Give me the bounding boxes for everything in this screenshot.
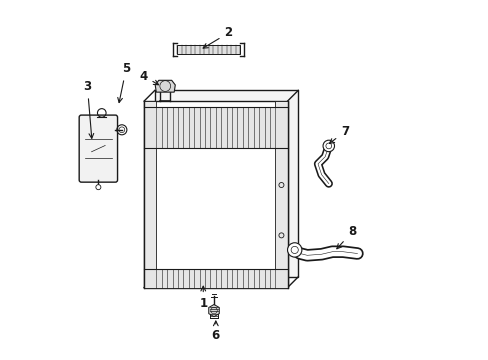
Polygon shape bbox=[155, 80, 175, 92]
FancyBboxPatch shape bbox=[79, 115, 117, 182]
Polygon shape bbox=[155, 90, 298, 277]
Text: 4: 4 bbox=[139, 69, 158, 85]
Circle shape bbox=[287, 243, 301, 257]
Circle shape bbox=[96, 185, 101, 190]
Text: 5: 5 bbox=[118, 62, 130, 103]
Polygon shape bbox=[144, 107, 287, 148]
Polygon shape bbox=[144, 101, 156, 288]
Text: 8: 8 bbox=[336, 225, 355, 249]
Circle shape bbox=[323, 140, 334, 152]
Text: 2: 2 bbox=[203, 27, 232, 48]
Polygon shape bbox=[144, 101, 287, 288]
Text: 7: 7 bbox=[329, 125, 348, 144]
Text: 3: 3 bbox=[83, 80, 94, 138]
Text: 6: 6 bbox=[211, 321, 220, 342]
Text: 1: 1 bbox=[199, 286, 207, 310]
Polygon shape bbox=[144, 269, 287, 288]
Polygon shape bbox=[177, 45, 240, 54]
Polygon shape bbox=[208, 305, 219, 317]
Polygon shape bbox=[275, 101, 287, 288]
